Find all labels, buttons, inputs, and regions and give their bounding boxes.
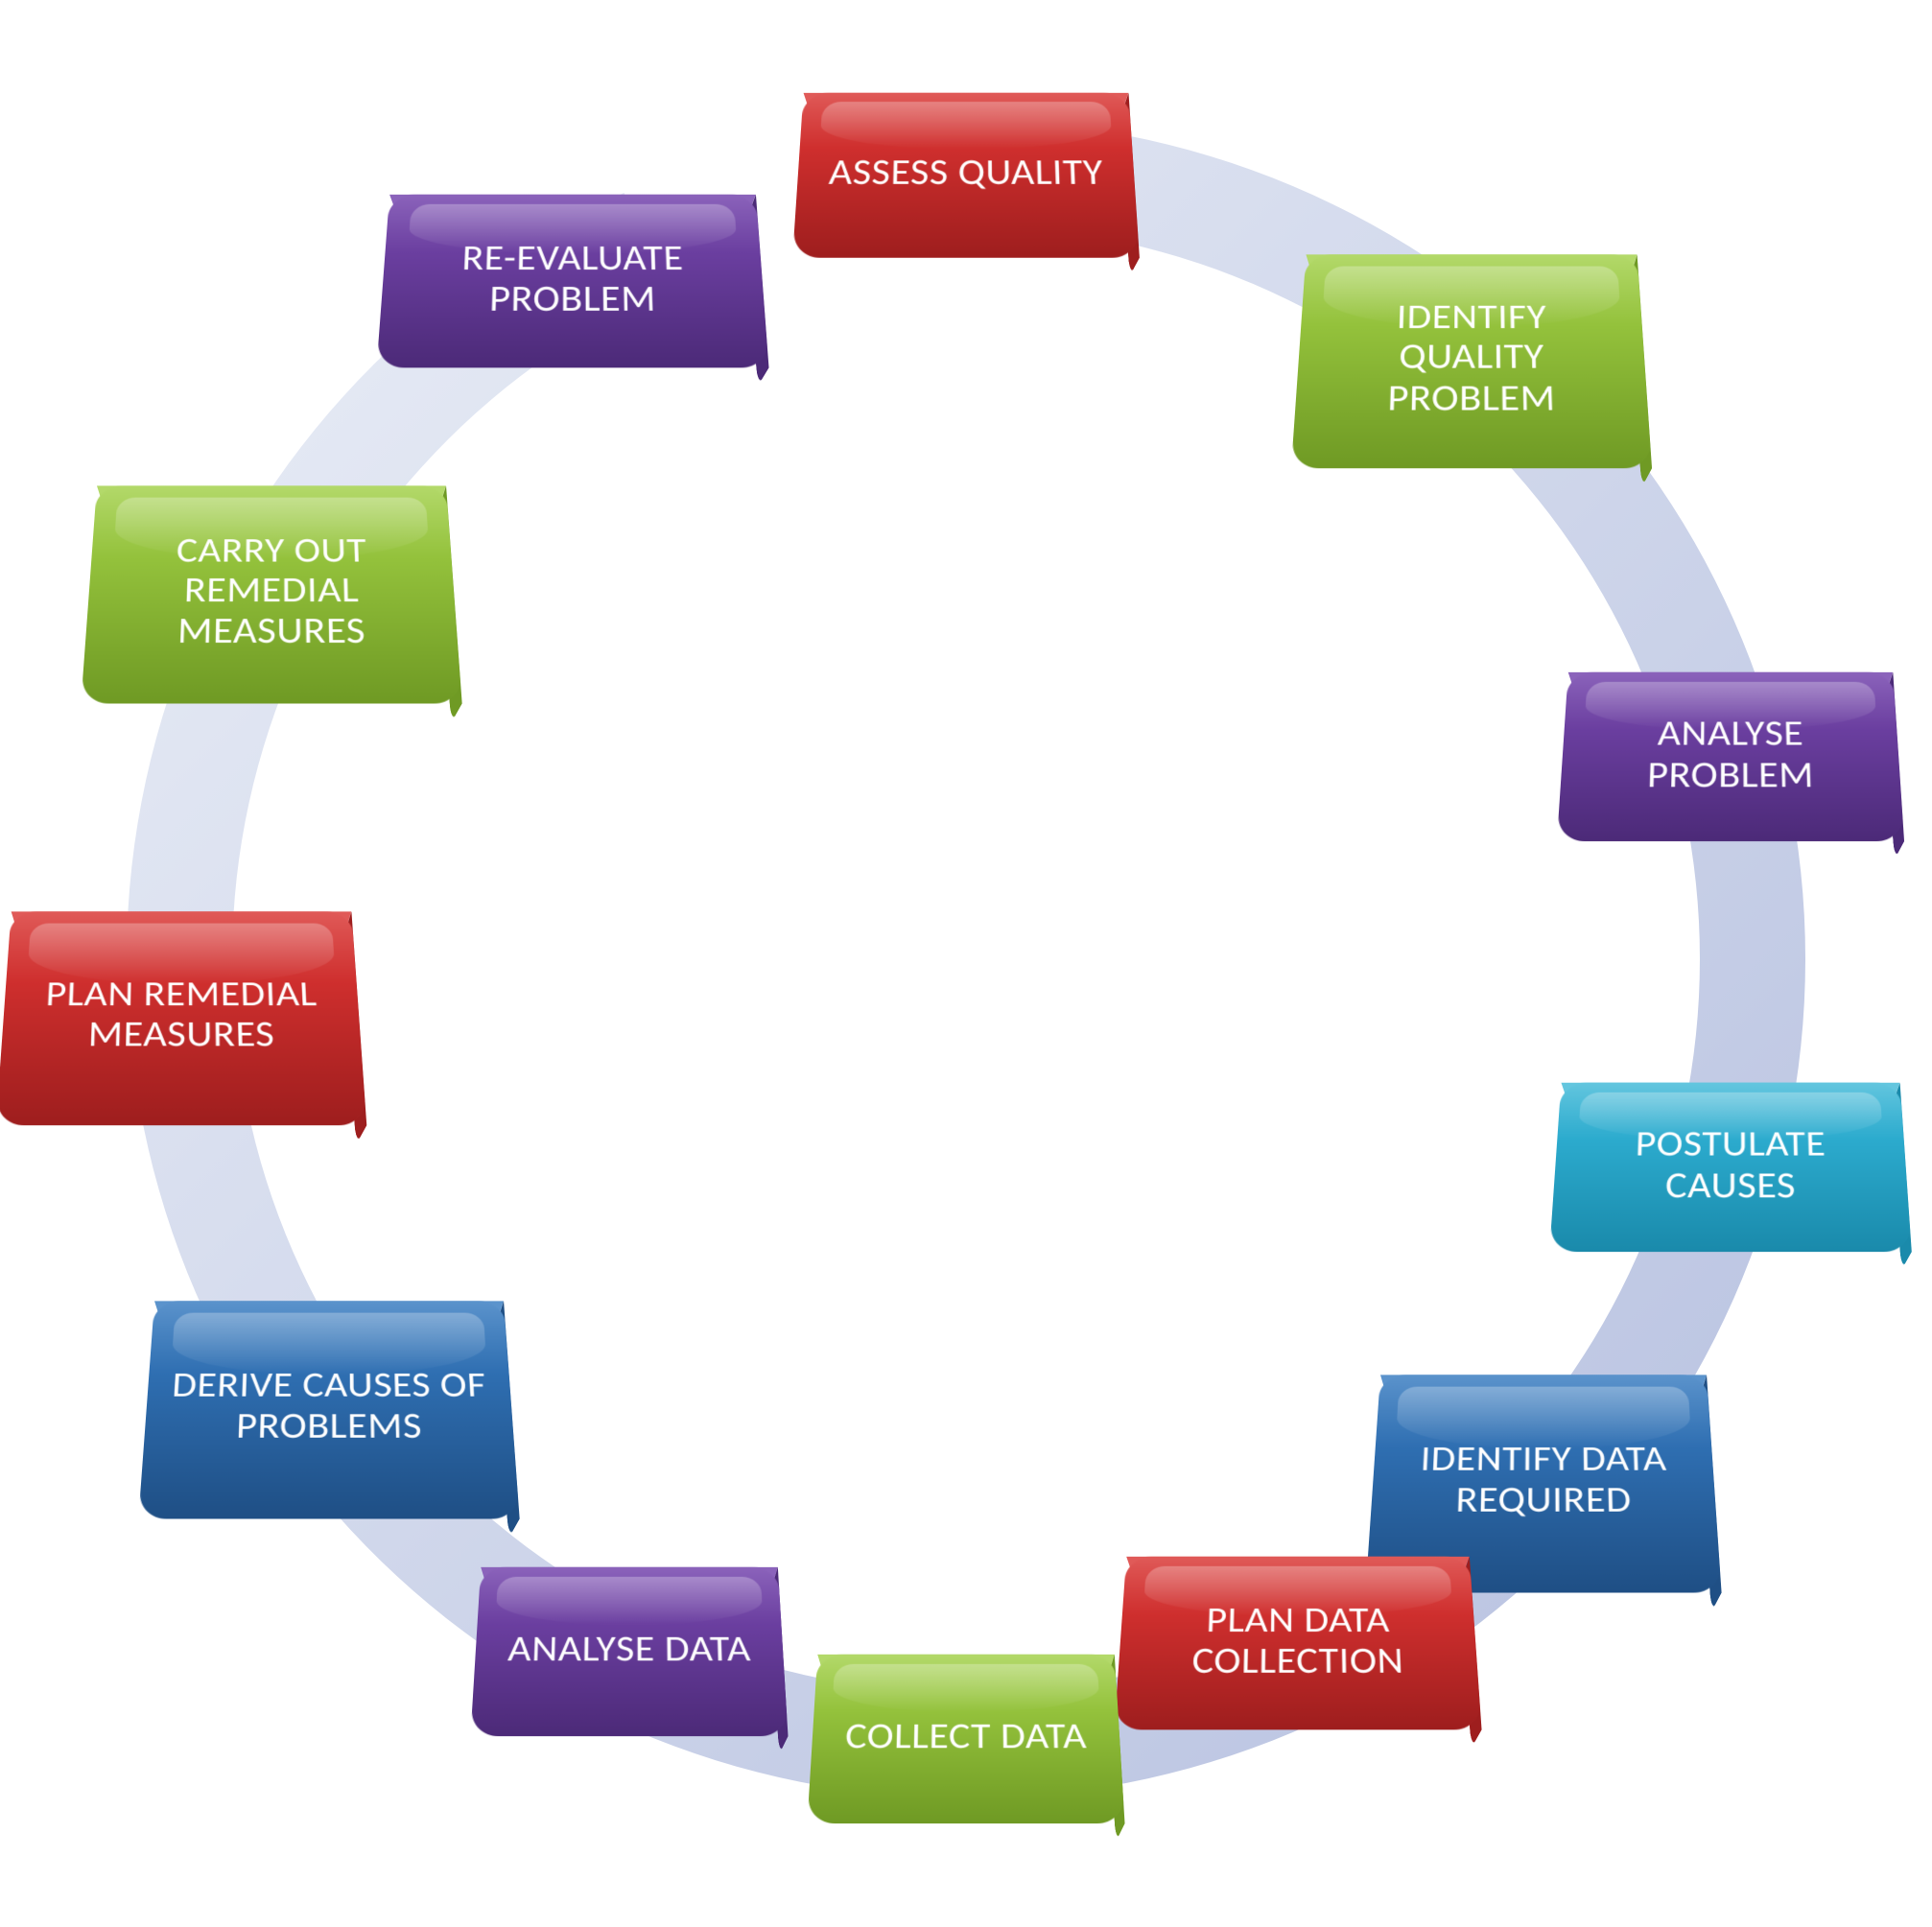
cycle-node: ASSESS QUALITY bbox=[798, 82, 1134, 264]
cycle-node: DERIVE CAUSES OF PROBLEMS bbox=[147, 1282, 511, 1527]
cycle-node-label: DERIVE CAUSES OF PROBLEMS bbox=[168, 1365, 491, 1445]
cycle-node: ANALYSE PROBLEM bbox=[1563, 661, 1898, 848]
cycle-node-label: PLAN DATA COLLECTION bbox=[1142, 1600, 1455, 1681]
cycle-node: PLAN DATA COLLECTION bbox=[1120, 1544, 1475, 1736]
cycle-node-label: IDENTIFY DATA REQUIRED bbox=[1394, 1440, 1693, 1520]
cycle-node-label: COLLECT DATA bbox=[844, 1716, 1088, 1757]
cycle-node-label: PLAN REMEDIAL MEASURES bbox=[24, 975, 338, 1055]
cycle-node-label: CARRY OUT REMEDIAL MEASURES bbox=[108, 531, 435, 652]
cycle-node: COLLECT DATA bbox=[813, 1643, 1119, 1830]
cycle-node-label: POSTULATE CAUSES bbox=[1576, 1124, 1885, 1206]
cycle-node-label: RE-EVALUATE PROBLEM bbox=[404, 238, 742, 319]
cycle-node: PLAN REMEDIAL MEASURES bbox=[4, 894, 359, 1134]
cycle-node: CARRY OUT REMEDIAL MEASURES bbox=[89, 468, 454, 713]
cycle-node: ANALYSE DATA bbox=[476, 1556, 783, 1743]
cycle-node-label: ANALYSE PROBLEM bbox=[1583, 715, 1877, 796]
cycle-node: RE-EVALUATE PROBLEM bbox=[384, 182, 763, 374]
cycle-node-label: ANALYSE DATA bbox=[507, 1629, 752, 1670]
cycle-node-label: ASSESS QUALITY bbox=[828, 153, 1104, 194]
cycle-diagram: ASSESS QUALITY IDENTIFY QUALITY PROBLEM AN… bbox=[0, 0, 1932, 1927]
cycle-node: IDENTIFY QUALITY PROBLEM bbox=[1299, 237, 1644, 477]
cycle-node-label: IDENTIFY QUALITY PROBLEM bbox=[1318, 297, 1625, 418]
cycle-node: POSTULATE CAUSES bbox=[1555, 1070, 1905, 1257]
